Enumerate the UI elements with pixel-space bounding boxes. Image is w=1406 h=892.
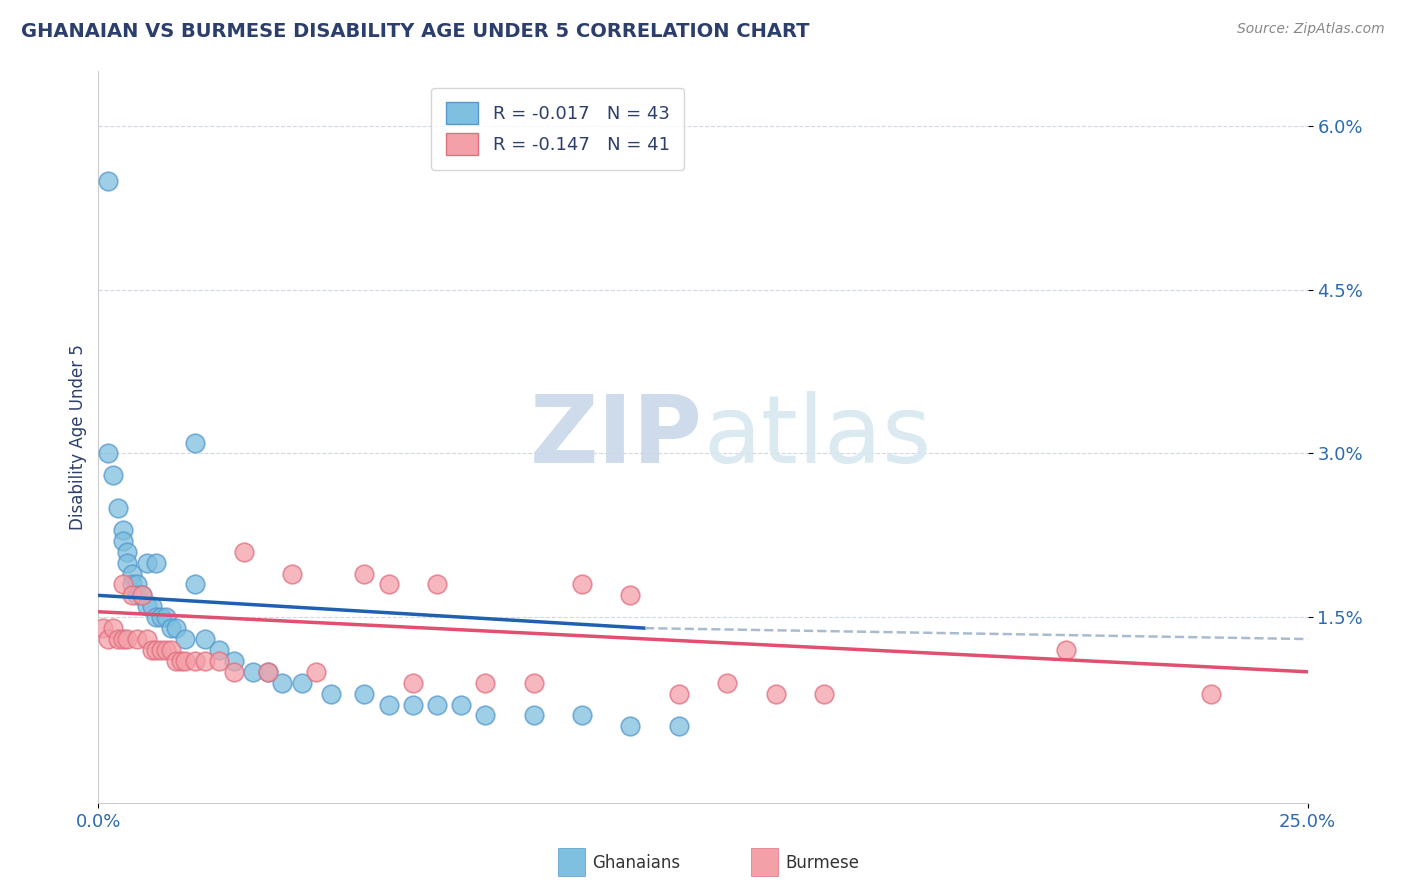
Point (97, 446, 120, 460)
Point (145, 643, 167, 657)
Point (319, 687, 342, 701)
Point (121, 588, 143, 602)
Point (131, 588, 153, 602)
Point (111, 523, 134, 537)
Point (91, 621, 114, 635)
Point (169, 654, 191, 668)
Point (111, 632, 134, 646)
Point (619, 719, 641, 733)
Point (619, 588, 641, 602)
Point (174, 632, 197, 646)
Legend: R = -0.017   N = 43, R = -0.147   N = 41: R = -0.017 N = 43, R = -0.147 N = 41 (432, 87, 685, 169)
Bar (751, 848, 778, 876)
Point (353, 687, 375, 701)
Point (184, 654, 207, 668)
Point (208, 643, 231, 657)
Point (117, 632, 139, 646)
Point (127, 577, 149, 591)
Point (402, 675, 425, 690)
Point (523, 708, 546, 723)
Point (141, 599, 163, 614)
Point (150, 610, 173, 624)
Point (111, 577, 134, 591)
Point (716, 675, 738, 690)
Point (813, 687, 835, 701)
Point (135, 556, 157, 570)
Point (271, 675, 294, 690)
Point (281, 566, 304, 581)
Text: atlas: atlas (703, 391, 931, 483)
Point (150, 643, 173, 657)
Point (145, 556, 167, 570)
Point (377, 577, 399, 591)
Point (131, 588, 153, 602)
Point (174, 654, 197, 668)
Point (1199, 687, 1222, 701)
Point (165, 654, 187, 668)
Point (97, 173, 120, 187)
Point (571, 577, 593, 591)
Text: Burmese: Burmese (785, 854, 859, 871)
Point (256, 665, 278, 679)
Point (135, 632, 157, 646)
Point (160, 643, 183, 657)
Bar (558, 848, 585, 876)
Point (290, 675, 312, 690)
Text: Source: ZipAtlas.com: Source: ZipAtlas.com (1237, 22, 1385, 37)
Point (353, 566, 375, 581)
Point (402, 698, 425, 712)
Point (117, 556, 139, 570)
Point (184, 435, 207, 450)
Point (222, 665, 245, 679)
Point (160, 621, 183, 635)
Point (571, 708, 593, 723)
Point (222, 654, 245, 668)
Point (141, 643, 163, 657)
Point (256, 665, 278, 679)
Point (668, 719, 690, 733)
Point (242, 665, 264, 679)
Point (232, 545, 254, 559)
Point (474, 708, 496, 723)
Point (194, 632, 217, 646)
Point (121, 566, 143, 581)
Point (155, 610, 177, 624)
Point (450, 698, 472, 712)
Point (523, 675, 546, 690)
Point (155, 643, 177, 657)
Point (101, 468, 124, 483)
Point (107, 501, 129, 516)
Point (184, 577, 207, 591)
Point (765, 687, 787, 701)
Point (145, 610, 167, 624)
Point (208, 654, 231, 668)
Point (194, 654, 217, 668)
Point (135, 599, 157, 614)
Point (107, 632, 129, 646)
Y-axis label: Disability Age Under 5: Disability Age Under 5 (69, 344, 87, 530)
Point (97, 632, 120, 646)
Text: ZIP: ZIP (530, 391, 703, 483)
Text: GHANAIAN VS BURMESE DISABILITY AGE UNDER 5 CORRELATION CHART: GHANAIAN VS BURMESE DISABILITY AGE UNDER… (21, 22, 810, 41)
Point (1054, 643, 1077, 657)
Point (474, 675, 496, 690)
Point (165, 621, 187, 635)
Text: Ghanaians: Ghanaians (592, 854, 681, 871)
Point (111, 533, 134, 548)
Point (426, 577, 449, 591)
Point (117, 545, 139, 559)
Point (127, 632, 149, 646)
Point (121, 577, 143, 591)
Point (127, 588, 149, 602)
Point (101, 621, 124, 635)
Point (377, 698, 399, 712)
Point (426, 698, 449, 712)
Point (305, 665, 328, 679)
Point (668, 687, 690, 701)
